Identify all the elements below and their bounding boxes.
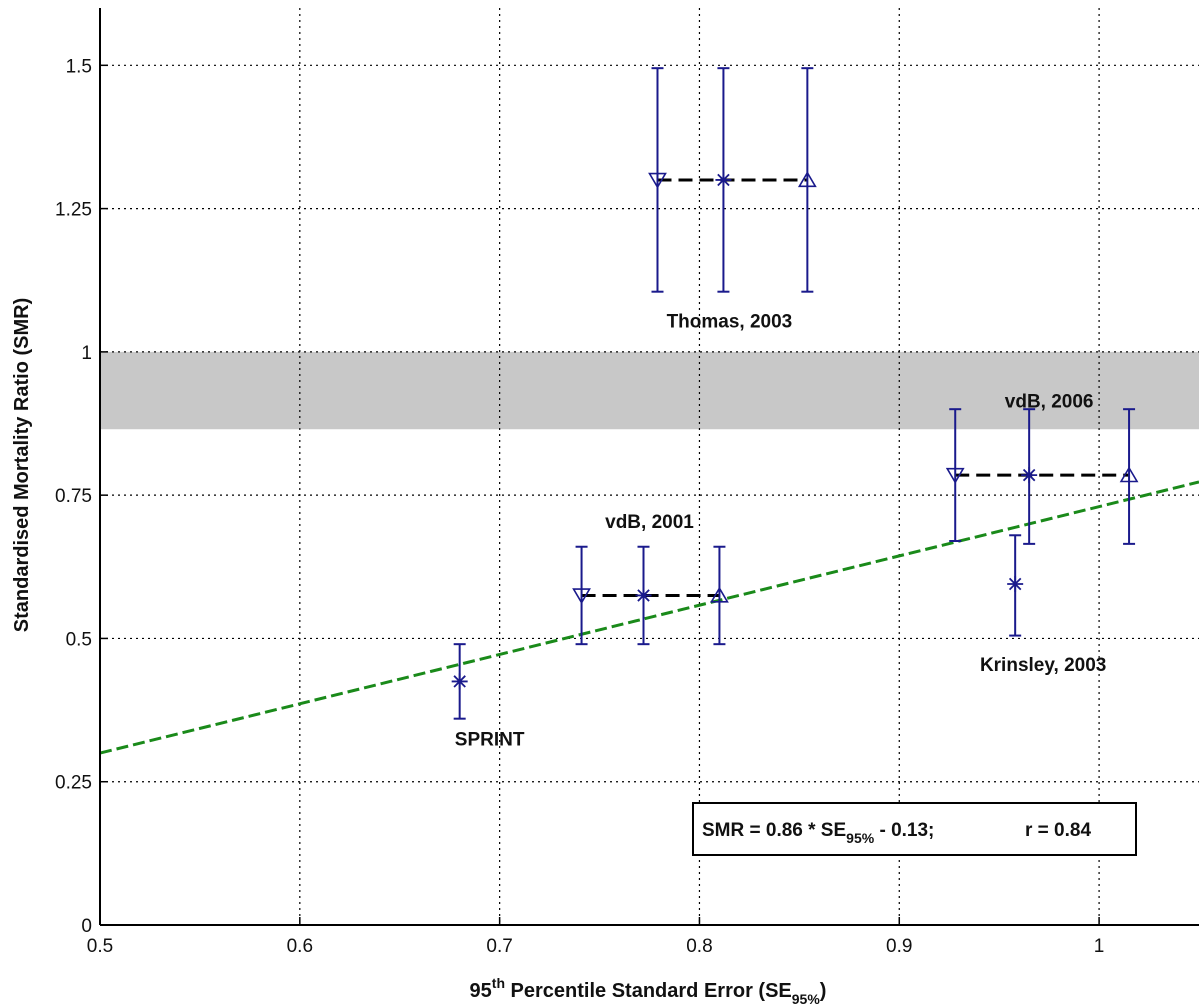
shaded-band	[100, 351, 1199, 430]
data-point-star	[1007, 575, 1024, 592]
y-tick-label: 1	[81, 343, 92, 364]
group-label: vdB, 2006	[1005, 392, 1094, 413]
y-tick-label: 0.75	[55, 486, 92, 507]
x-tick-label: 0.5	[87, 936, 113, 957]
y-tick-label: 0.5	[66, 629, 92, 650]
fit-line	[99, 480, 1199, 755]
group-label: Thomas, 2003	[667, 311, 793, 332]
data-group	[1007, 534, 1024, 637]
equation-r: r = 0.84	[1025, 820, 1091, 841]
data-point-star-stroke	[1022, 468, 1036, 482]
data-point-star-stroke	[1008, 577, 1022, 591]
data-point-star	[715, 171, 732, 188]
data-point-star	[635, 587, 652, 604]
equation-suffix: - 0.13;	[874, 820, 934, 841]
data-group	[451, 643, 468, 720]
group-label: SPRINT	[455, 730, 525, 751]
x-tick-label: 1	[1094, 936, 1105, 957]
group-label: vdB, 2001	[605, 512, 694, 533]
y-tick-label: 1.25	[55, 200, 92, 221]
data-point-triangle-up	[710, 586, 729, 603]
data-point-triangle-down	[648, 172, 667, 189]
group-label: Krinsley, 2003	[980, 655, 1106, 676]
data-point-triangle-up	[797, 171, 817, 188]
data-point-star	[1021, 467, 1038, 484]
x-tick-label: 0.9	[886, 936, 912, 957]
data-point-star	[451, 673, 468, 690]
x-axis-label: 95th Percentile Standard Error (SE95%)	[470, 975, 827, 1007]
data-point-triangle-down	[572, 588, 591, 605]
data-point-triangle-down	[945, 467, 965, 484]
x-tick-label: 0.6	[287, 936, 313, 957]
y-tick-label: 0.25	[55, 773, 92, 794]
data-point-star-stroke	[637, 589, 650, 602]
x-tick-label: 0.7	[486, 936, 512, 957]
data-group	[945, 408, 1139, 545]
y-tick-label: 0	[81, 916, 92, 937]
equation-text: SMR = 0.86 * SE95% - 0.13;	[702, 820, 934, 846]
data-point-triangle-up	[1119, 466, 1139, 483]
data-point-star-stroke	[717, 173, 730, 187]
equation-sub: 95%	[846, 830, 875, 846]
y-axis-label: Standardised Mortality Ratio (SMR)	[11, 298, 33, 632]
y-tick-label: 1.5	[66, 56, 92, 77]
x-tick-label: 0.8	[686, 936, 712, 957]
data-group	[648, 67, 817, 293]
data-point-star-stroke	[453, 675, 466, 688]
equation-prefix: SMR = 0.86 * SE	[702, 820, 846, 841]
equation-box: SMR = 0.86 * SE95% - 0.13; r = 0.84	[692, 802, 1137, 856]
data-group	[572, 545, 729, 646]
